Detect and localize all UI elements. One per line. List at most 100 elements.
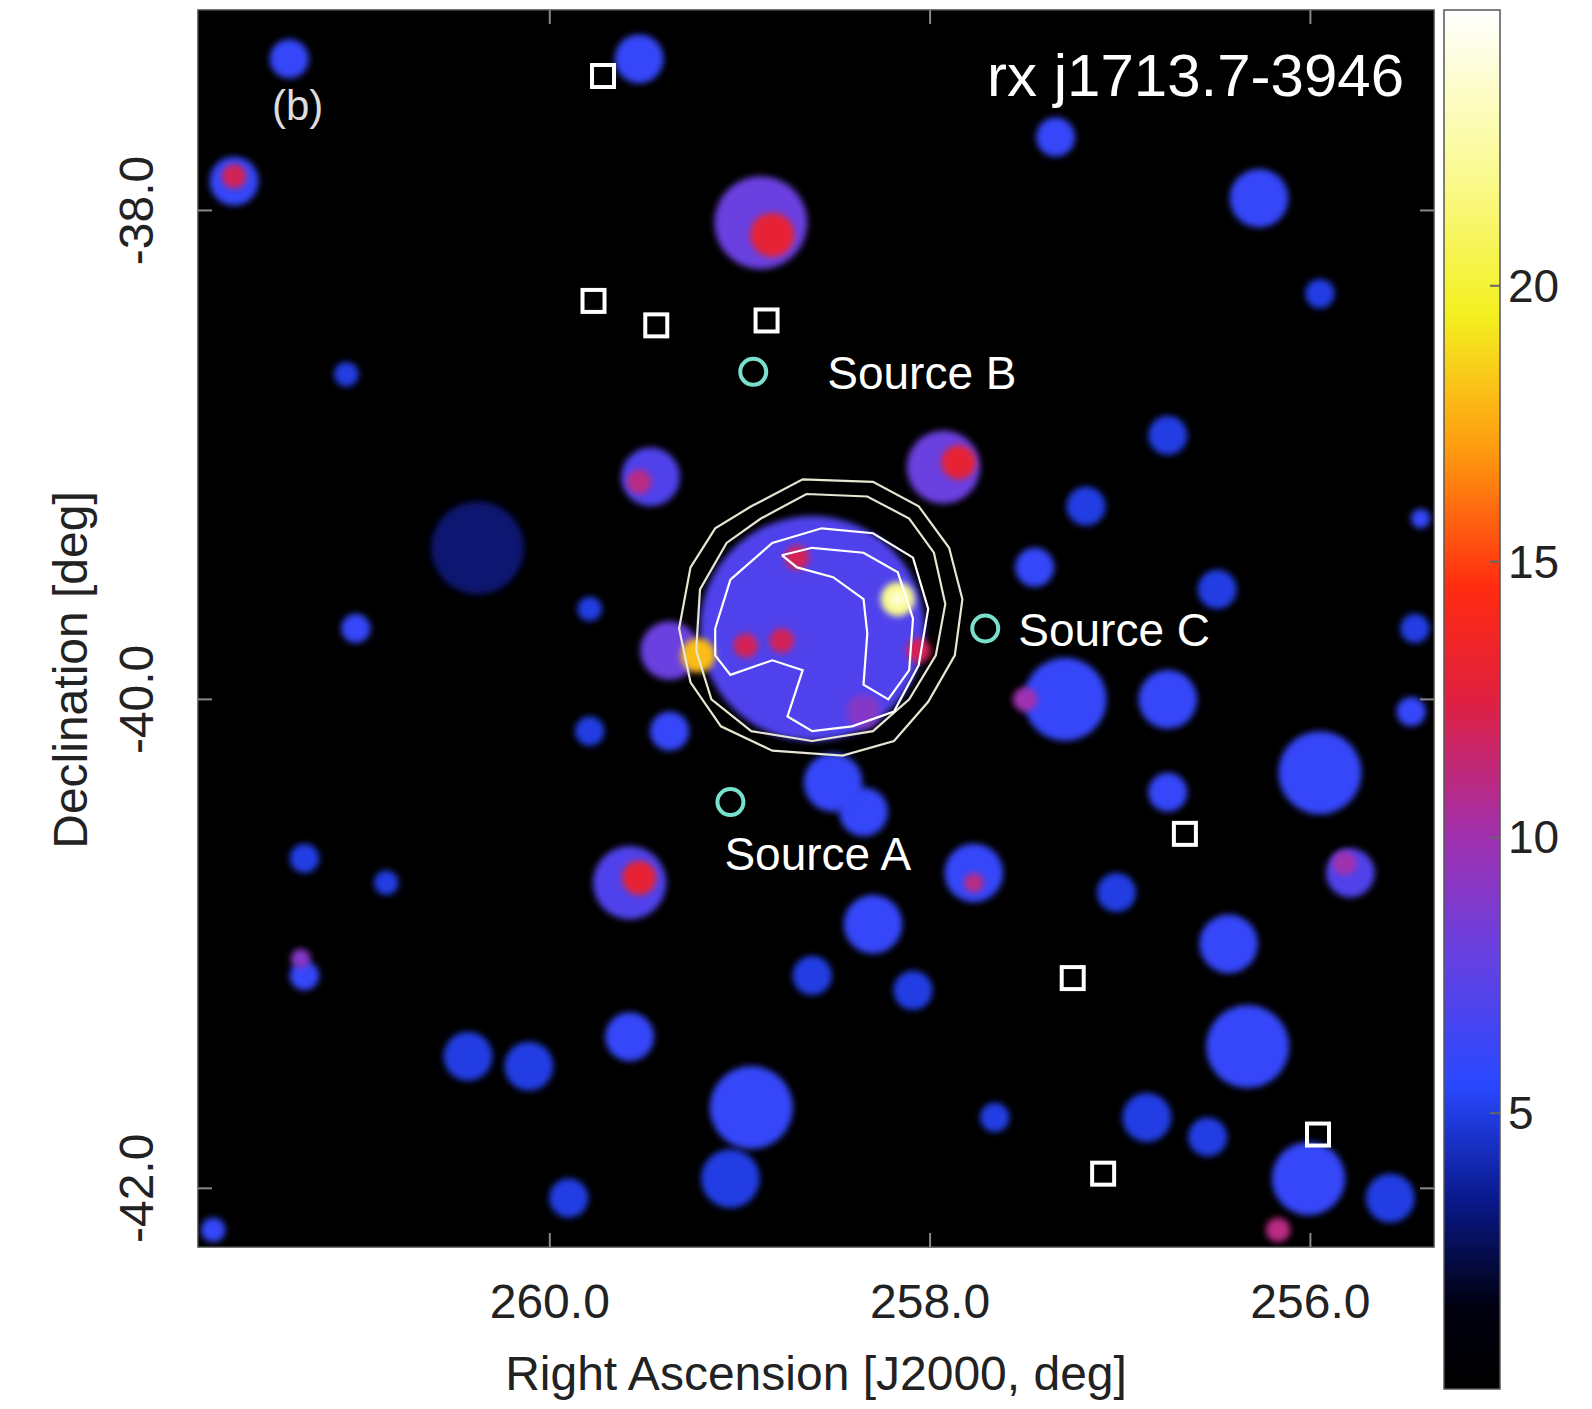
x-tick [1309, 1233, 1311, 1247]
emission-cell [1199, 915, 1258, 974]
emission-cell [846, 695, 880, 729]
emission-cell [1206, 1005, 1289, 1088]
emission-cell [1230, 169, 1289, 228]
catalog-square [592, 65, 614, 87]
emission-cell [1097, 873, 1136, 912]
catalog-square [1092, 1163, 1114, 1185]
emission-cell [605, 1012, 654, 1061]
contour [782, 548, 913, 700]
emission-cell [1148, 773, 1187, 812]
plot-area [201, 34, 1430, 1242]
emission-cell [710, 1066, 793, 1149]
contour [696, 494, 945, 741]
x-tick [549, 10, 551, 24]
emission-cell [770, 629, 794, 653]
emission-cell [1015, 548, 1054, 587]
title: rx j1713.7-3946 [987, 42, 1404, 109]
figure: Source A Source B Source C 260.0 258.0 256.0 -… [0, 0, 1592, 1409]
emission-cell [907, 430, 980, 503]
emission-cell [549, 1179, 588, 1218]
emission-cell [942, 445, 976, 479]
emission-cell [1148, 416, 1187, 455]
emission-cell [621, 448, 680, 507]
emission-cell [341, 614, 370, 643]
catalog-square [1174, 823, 1196, 845]
emission-cell [1188, 1117, 1227, 1156]
emission-cell [504, 1042, 553, 1091]
emission-cell [1138, 670, 1197, 729]
x-axis-title: Right Ascension [J2000, deg] [505, 1347, 1127, 1400]
emission-cell [1400, 614, 1429, 643]
emission-cell [804, 753, 863, 812]
colorbar-tick [1490, 561, 1500, 563]
emission-cell [1066, 487, 1105, 526]
emission-cell [1305, 279, 1334, 308]
y-tick [1420, 698, 1434, 700]
colorbar-tick-label: 15 [1508, 536, 1559, 588]
emission-cell [374, 871, 398, 895]
colorbar-tick [1490, 836, 1500, 838]
emission-cell [1397, 697, 1426, 726]
emission-cell [714, 176, 807, 269]
source-marker [972, 616, 998, 642]
emission-cell [1278, 731, 1361, 814]
catalog-square [1307, 1124, 1329, 1146]
emission-cell [291, 949, 311, 969]
emission-cell [1326, 849, 1375, 898]
x-tick-label: 256.0 [1250, 1275, 1370, 1328]
emission-cell [334, 362, 358, 386]
x-tick-label: 260.0 [490, 1275, 610, 1328]
panel-label: (b) [272, 82, 323, 129]
x-tick-label: 258.0 [870, 1275, 990, 1328]
source-label: Source C [1018, 604, 1210, 656]
emission-cell [1013, 687, 1037, 711]
source-marker [717, 789, 743, 815]
emission-cell [593, 846, 666, 919]
colorbar-tick [1490, 1112, 1500, 1114]
emission-cell [1332, 851, 1356, 875]
emission-cell [1411, 509, 1431, 529]
emission-cell [431, 501, 524, 594]
x-tick [549, 1233, 551, 1247]
emission-cell [844, 895, 903, 954]
colorbar-tick-label: 5 [1508, 1087, 1534, 1139]
emission-cell [1266, 1218, 1290, 1242]
emission-cell [701, 1149, 760, 1208]
x-tick [1309, 10, 1311, 24]
emission-cell [201, 1218, 225, 1242]
catalog-square [583, 290, 605, 312]
emission-cell [222, 164, 246, 188]
colorbar-tick-label: 10 [1508, 811, 1559, 863]
emission-cell [444, 1032, 493, 1081]
source-marker [740, 359, 766, 385]
source-label: Source B [827, 347, 1016, 399]
y-axis-title: Declination [deg] [44, 491, 97, 849]
emission-cell [944, 844, 1003, 903]
catalog-square [756, 309, 778, 331]
y-tick-label: -38.0 [111, 156, 164, 265]
emission-cell [1366, 1174, 1415, 1223]
emission-cell [700, 516, 925, 741]
emission-cell [627, 470, 651, 494]
catalog-square [645, 314, 667, 336]
emission-cell [270, 39, 309, 78]
emission-cell [964, 873, 984, 893]
y-tick [198, 698, 212, 700]
emission-cell [290, 844, 319, 873]
emission-cell [980, 1103, 1009, 1132]
catalog-square [1062, 967, 1084, 989]
emission-cell [733, 633, 757, 657]
colorbar-tick [1490, 285, 1500, 287]
y-tick [1420, 1187, 1434, 1189]
colorbar-tick-label: 20 [1508, 260, 1559, 312]
emission-cell [577, 597, 601, 621]
emission-cell [1036, 118, 1075, 157]
source-label: Source A [724, 828, 911, 880]
plot-frame [198, 10, 1434, 1247]
y-tick-label: -42.0 [111, 1134, 164, 1243]
emission-cell [1272, 1142, 1345, 1215]
y-tick-label: -40.0 [111, 645, 164, 754]
contour [679, 479, 962, 755]
emission-cell [890, 592, 905, 607]
emission-cell [793, 956, 832, 995]
